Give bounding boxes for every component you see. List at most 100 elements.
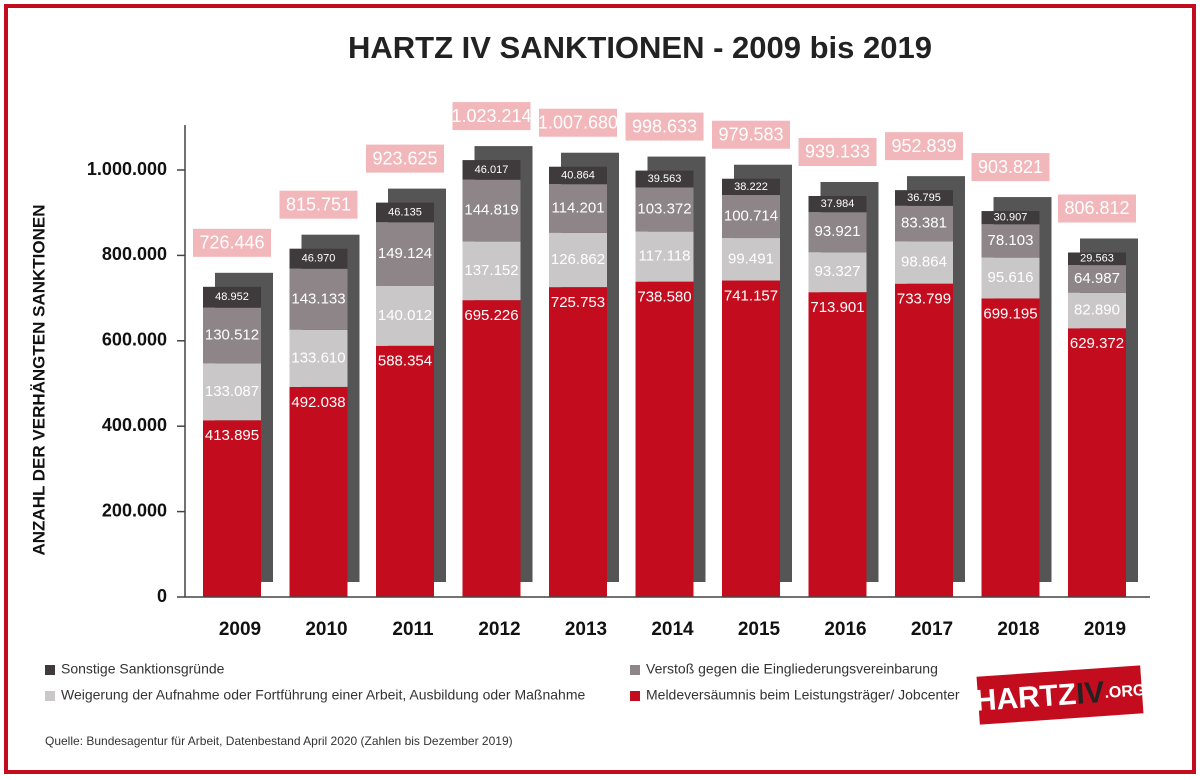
y-tick-label: 800.000 — [102, 244, 167, 264]
x-tick-label: 2018 — [997, 619, 1039, 640]
total-label-box — [452, 102, 531, 131]
chart-title: HARTZ IV SANKTIONEN - 2009 bis 2019 — [348, 30, 932, 65]
x-tick-label: 2017 — [911, 619, 953, 640]
bar-segment — [203, 286, 261, 308]
bar-segment — [722, 280, 780, 597]
data-label: 738.580 — [637, 289, 691, 306]
data-label: 137.152 — [464, 262, 518, 279]
total-label-box — [539, 108, 617, 137]
data-label: 629.372 — [1070, 335, 1124, 352]
total-label: 1.007.680 — [538, 112, 618, 132]
logo: HARTZIV.ORG — [974, 665, 1147, 725]
x-tick-label: 2011 — [392, 619, 434, 640]
data-label: 78.103 — [988, 232, 1034, 249]
bar-segment — [635, 231, 694, 282]
total-label: 1.023.214 — [451, 106, 531, 126]
x-tick-label: 2016 — [824, 619, 866, 640]
data-label: 133.087 — [205, 383, 259, 400]
data-label: 99.491 — [728, 250, 774, 267]
total-label: 815.751 — [286, 194, 351, 214]
data-label: 46.017 — [475, 164, 509, 176]
bar-segment — [462, 300, 521, 597]
legend-swatch — [45, 691, 55, 701]
legend-swatch — [630, 691, 640, 701]
data-label: 725.753 — [551, 294, 605, 311]
data-label: 492.038 — [291, 394, 345, 411]
y-tick-label: 0 — [157, 586, 167, 606]
total-label-box — [193, 228, 271, 257]
bar-segment — [808, 195, 867, 213]
source: Quelle: Bundesagentur für Arbeit, Datenb… — [45, 734, 513, 748]
total-label-box — [885, 132, 963, 161]
bar-segment — [549, 166, 607, 185]
bar-segment — [1068, 328, 1126, 597]
data-label: 713.901 — [810, 299, 864, 316]
bar-segment — [981, 224, 1040, 258]
bar-segment — [808, 212, 867, 253]
data-label: 588.354 — [378, 353, 432, 370]
data-label: 117.118 — [639, 248, 691, 265]
data-label: 29.563 — [1080, 253, 1114, 265]
data-label: 39.563 — [648, 173, 682, 185]
total-label: 726.446 — [199, 233, 264, 253]
bar-segment — [635, 170, 694, 188]
bar-segment — [635, 281, 694, 597]
data-label: 133.610 — [291, 349, 345, 366]
bar-segment — [376, 222, 434, 286]
legend-label: Weigerung der Aufnahme oder Fortführung … — [61, 687, 585, 703]
data-label: 130.512 — [205, 327, 259, 344]
bar-segment — [722, 178, 780, 196]
bar-segment — [1068, 265, 1126, 293]
data-label: 144.819 — [464, 202, 518, 219]
logo-part: HARTZ — [974, 678, 1078, 718]
total-label: 979.583 — [718, 124, 783, 144]
legend-label: Sonstige Sanktionsgründe — [61, 661, 225, 677]
data-label: 93.921 — [815, 223, 861, 240]
total-label: 952.839 — [891, 136, 956, 156]
bar-segment — [722, 195, 780, 239]
data-label: 37.984 — [821, 198, 855, 210]
total-label-box — [971, 153, 1050, 182]
data-label: 82.890 — [1074, 302, 1120, 319]
data-label: 48.952 — [215, 291, 249, 303]
data-label: 46.135 — [388, 206, 422, 218]
data-label: 149.124 — [378, 245, 432, 262]
bar-segment — [1068, 252, 1126, 266]
total-label-box — [1058, 194, 1136, 223]
data-label: 98.864 — [901, 254, 947, 271]
x-tick-label: 2010 — [305, 619, 347, 640]
data-label: 699.195 — [983, 305, 1037, 322]
bar-segment — [722, 238, 780, 281]
bar-segment — [549, 184, 607, 233]
bar-segment — [289, 329, 348, 387]
logo-text: HARTZIV.ORG — [974, 673, 1147, 718]
y-axis-label: ANZAHL DER VERHÄNGTEN SANKTIONEN — [29, 204, 48, 555]
data-label: 46.970 — [302, 253, 336, 265]
logo-part: IV — [1075, 676, 1106, 711]
bar-segment — [376, 345, 434, 597]
bar-segment — [376, 285, 434, 346]
data-label: 413.895 — [205, 427, 259, 444]
total-label: 903.821 — [978, 157, 1043, 177]
bar-segment — [203, 420, 261, 597]
data-label: 100.714 — [724, 208, 778, 225]
y-tick-label: 200.000 — [102, 500, 167, 520]
bar-segment — [289, 386, 348, 597]
data-label: 695.226 — [464, 307, 518, 324]
data-label: 64.987 — [1074, 270, 1120, 287]
bar-segment — [289, 248, 348, 269]
data-label: 741.157 — [724, 287, 778, 304]
total-label-box — [712, 120, 790, 149]
x-tick-label: 2019 — [1084, 619, 1126, 640]
y-tick-label: 1.000.000 — [87, 159, 167, 179]
total-label: 939.133 — [805, 142, 870, 162]
data-label: 93.327 — [815, 263, 861, 280]
bar-segment — [376, 202, 434, 223]
data-label: 83.381 — [901, 215, 947, 232]
total-label-box — [366, 144, 444, 173]
bar-segment — [981, 211, 1040, 225]
bar-segment — [549, 287, 607, 597]
data-label: 103.372 — [637, 201, 691, 218]
y-tick-label: 600.000 — [102, 330, 167, 350]
